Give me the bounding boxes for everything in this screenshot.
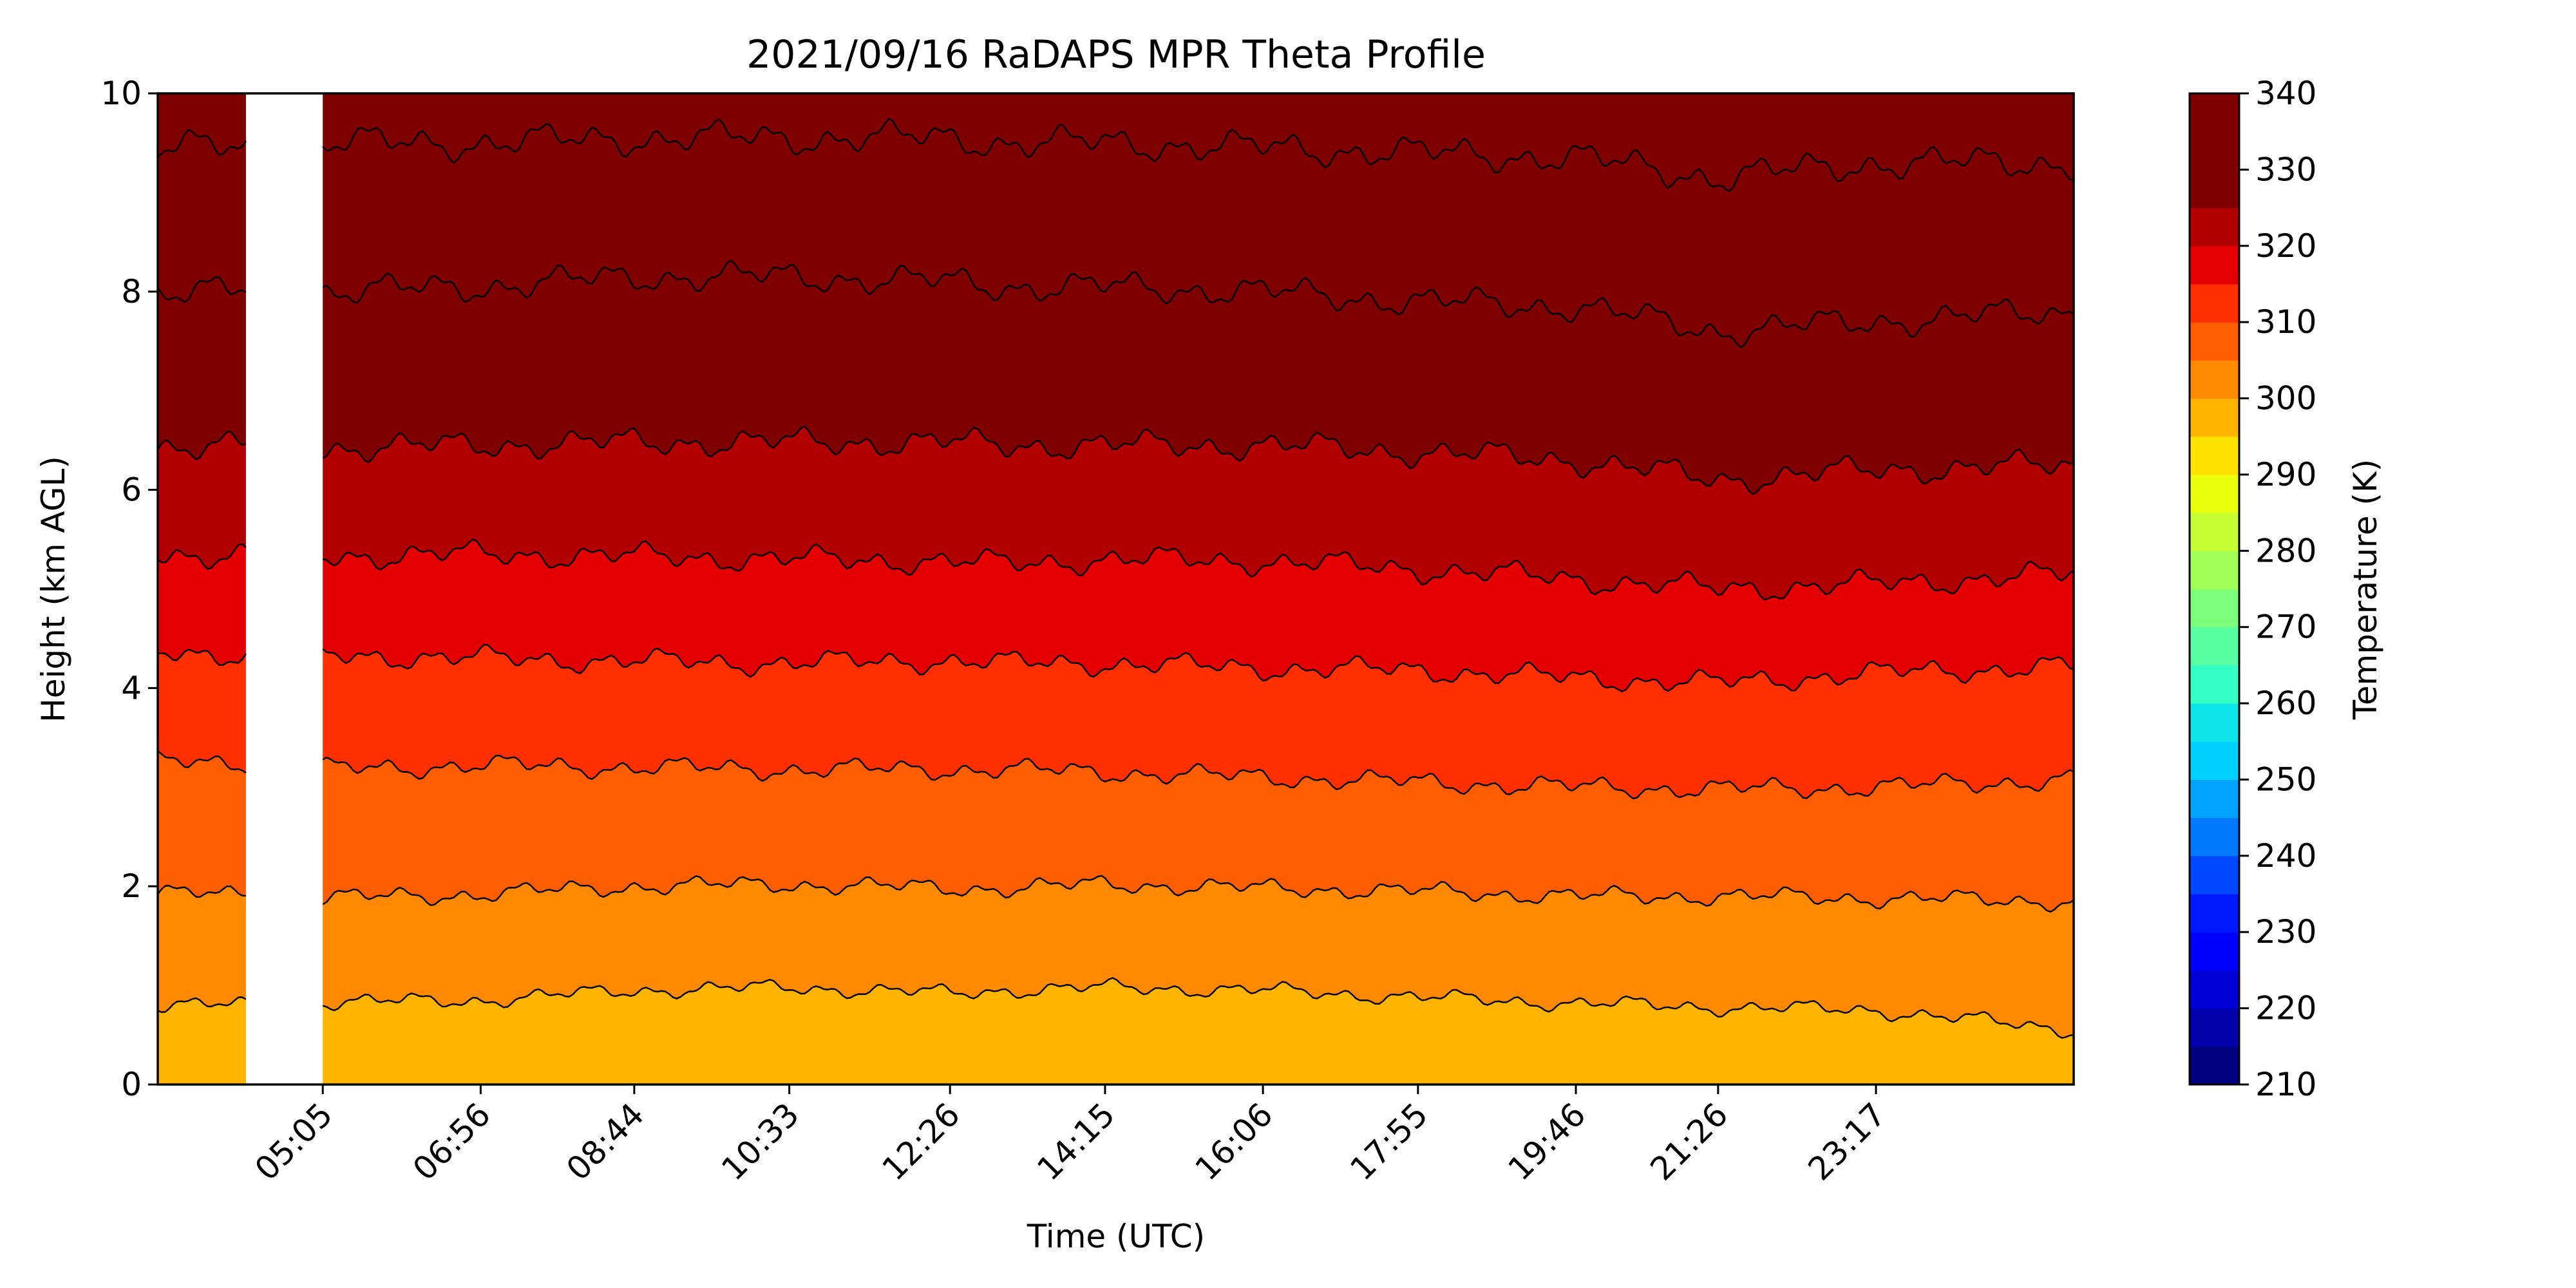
contour-line-315-seg1: [322, 643, 2074, 692]
colorbar-segment: [2190, 703, 2239, 742]
x-tick-label: 17:55: [1343, 1095, 1435, 1188]
colorbar-frame: [2188, 92, 2240, 1086]
colorbar-tick-label: 290: [2255, 456, 2316, 493]
colorbar-tick-label: 280: [2255, 532, 2316, 569]
colorbar-segment: [2190, 513, 2239, 551]
contour-line-305-seg1: [322, 875, 2074, 913]
colorbar-segment: [2190, 894, 2239, 933]
contour-line-305-seg0: [157, 885, 246, 898]
colorbar-segment: [2190, 169, 2239, 209]
colorbar-segment: [2190, 932, 2239, 971]
contour-line-315-seg0: [157, 649, 247, 666]
band-335: [158, 93, 2074, 191]
colorbar-segment: [2190, 741, 2239, 781]
band-320: [158, 426, 2074, 600]
band-325: [158, 260, 2074, 495]
x-tick-label: 14:15: [1030, 1095, 1122, 1188]
colorbar-segment: [2190, 93, 2239, 132]
colorbar-segment: [2190, 551, 2239, 590]
plot-frame: [156, 92, 2075, 1086]
x-tick-label: 08:44: [559, 1095, 651, 1188]
band-305: [158, 750, 2074, 912]
colorbar-tick-label: 270: [2255, 609, 2316, 646]
y-tick-label: 6: [121, 471, 142, 509]
x-tick-label: 23:17: [1801, 1095, 1893, 1188]
contour-line-310-seg1: [322, 754, 2074, 800]
chart-title: 2021/09/16 RaDAPS MPR Theta Profile: [746, 32, 1486, 77]
contour-line-325-seg1: [322, 425, 2074, 495]
contour-line-300-seg0: [157, 996, 247, 1014]
x-tick-label: 06:56: [406, 1095, 498, 1188]
colorbar-segment: [2190, 398, 2239, 437]
y-tick-label: 0: [121, 1066, 142, 1103]
colorbar-segment: [2190, 970, 2239, 1009]
x-tick-label: 21:26: [1643, 1095, 1735, 1188]
colorbar-tick-label: 250: [2255, 761, 2316, 798]
colorbar-tick-label: 320: [2255, 227, 2316, 265]
y-tick-label: 10: [100, 75, 142, 112]
colorbar-segment: [2190, 779, 2239, 819]
contour-line-330-seg1: [322, 259, 2074, 348]
colorbar-tick-label: 240: [2255, 837, 2316, 875]
colorbar-segment: [2190, 283, 2239, 323]
contour-lines: [156, 118, 2074, 1039]
band-330: [158, 118, 2074, 348]
colorbar-segment: [2190, 817, 2239, 857]
plot-fills: [158, 93, 2074, 1084]
band-315: [158, 539, 2074, 692]
x-tick-label: 12:26: [875, 1095, 967, 1188]
x-tick-label: 16:06: [1188, 1095, 1280, 1188]
colorbar-segment: [2190, 360, 2239, 399]
colorbar-segment: [2190, 322, 2239, 361]
y-axis: 0 2 4 6 8 10: [100, 75, 158, 1103]
x-axis: 05:05 06:56 08:44 10:33 12:26 14:15 16:06 17:55…: [248, 1084, 1893, 1188]
colorbar-label: Temperature (K): [2347, 459, 2384, 720]
x-tick-label: 05:05: [248, 1095, 340, 1188]
band-310: [158, 641, 2074, 799]
colorbar-tick-label: 300: [2255, 380, 2316, 417]
contour-line-330-seg0: [156, 276, 247, 303]
colorbar-segment: [2190, 665, 2239, 704]
contour-line-300-seg1: [322, 977, 2074, 1039]
contour-line-325-seg0: [156, 430, 247, 460]
colorbar-tick-label: 330: [2255, 151, 2316, 188]
colorbar-segment: [2190, 589, 2239, 628]
colorbar-tick-label: 210: [2255, 1066, 2316, 1103]
y-axis-label: Height (km AGL): [35, 456, 72, 723]
colorbar-tick-label: 340: [2255, 75, 2316, 112]
colorbar-tick-label: 260: [2255, 685, 2316, 722]
band-below-300: [158, 978, 2074, 1084]
colorbar-segment: [2190, 131, 2239, 170]
y-tick-label: 4: [121, 669, 142, 706]
x-tick-label: 19:46: [1501, 1095, 1593, 1188]
contour-line-320-seg1: [322, 538, 2074, 601]
contour-line-320-seg0: [157, 543, 247, 570]
x-axis-label: Time (UTC): [1027, 1218, 1205, 1255]
data-gap-mask: [245, 93, 323, 1084]
y-tick-label: 2: [121, 867, 142, 905]
colorbar-segment: [2190, 436, 2239, 475]
colorbar-segment: [2190, 627, 2239, 666]
colorbar-segment: [2190, 474, 2239, 513]
band-300: [158, 875, 2074, 1038]
colorbar-segment: [2190, 207, 2239, 247]
contour-line-310-seg0: [157, 750, 247, 774]
colorbar-tick-label: 220: [2255, 990, 2316, 1027]
colorbar: 210 220 230 240 250 260 270 280 290 300 310 320 330 3…: [2188, 75, 2316, 1103]
colorbar-tick-label: 310: [2255, 303, 2316, 341]
contour-line-335-seg1: [322, 118, 2074, 192]
colorbar-tick-label: 230: [2255, 913, 2316, 951]
colorbar-segment: [2190, 855, 2239, 895]
contour-line-335-seg0: [157, 129, 247, 158]
x-tick-label: 10:33: [714, 1095, 806, 1188]
colorbar-segment: [2190, 1008, 2239, 1047]
colorbar-segment: [2190, 245, 2239, 285]
colorbar-segment: [2190, 1046, 2239, 1085]
y-tick-label: 8: [121, 273, 142, 310]
